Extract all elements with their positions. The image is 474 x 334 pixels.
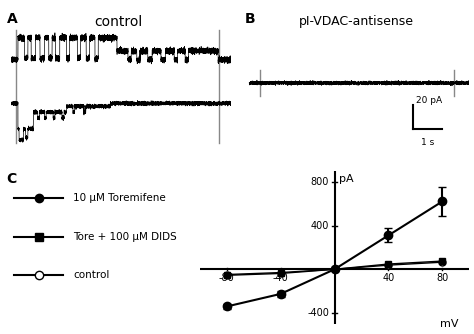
Text: pI-VDAC-antisense: pI-VDAC-antisense (299, 15, 413, 28)
Text: -400: -400 (307, 308, 329, 318)
Text: pA: pA (338, 174, 353, 184)
Text: 1 s: 1 s (421, 138, 434, 147)
Text: C: C (7, 172, 17, 186)
Text: 10 μM Toremifene: 10 μM Toremifene (73, 193, 166, 203)
Text: A: A (7, 12, 18, 26)
Text: Tore + 100 μM DIDS: Tore + 100 μM DIDS (73, 232, 177, 242)
Text: 800: 800 (311, 177, 329, 187)
Text: 400: 400 (311, 220, 329, 230)
Text: -80: -80 (219, 274, 235, 284)
Text: 40: 40 (383, 274, 394, 284)
Text: 20 pA: 20 pA (416, 96, 442, 105)
Text: mV: mV (440, 319, 458, 329)
Text: 80: 80 (436, 274, 448, 284)
Text: -40: -40 (273, 274, 289, 284)
Text: B: B (245, 12, 255, 26)
Text: control: control (94, 15, 142, 29)
Text: control: control (73, 270, 109, 280)
